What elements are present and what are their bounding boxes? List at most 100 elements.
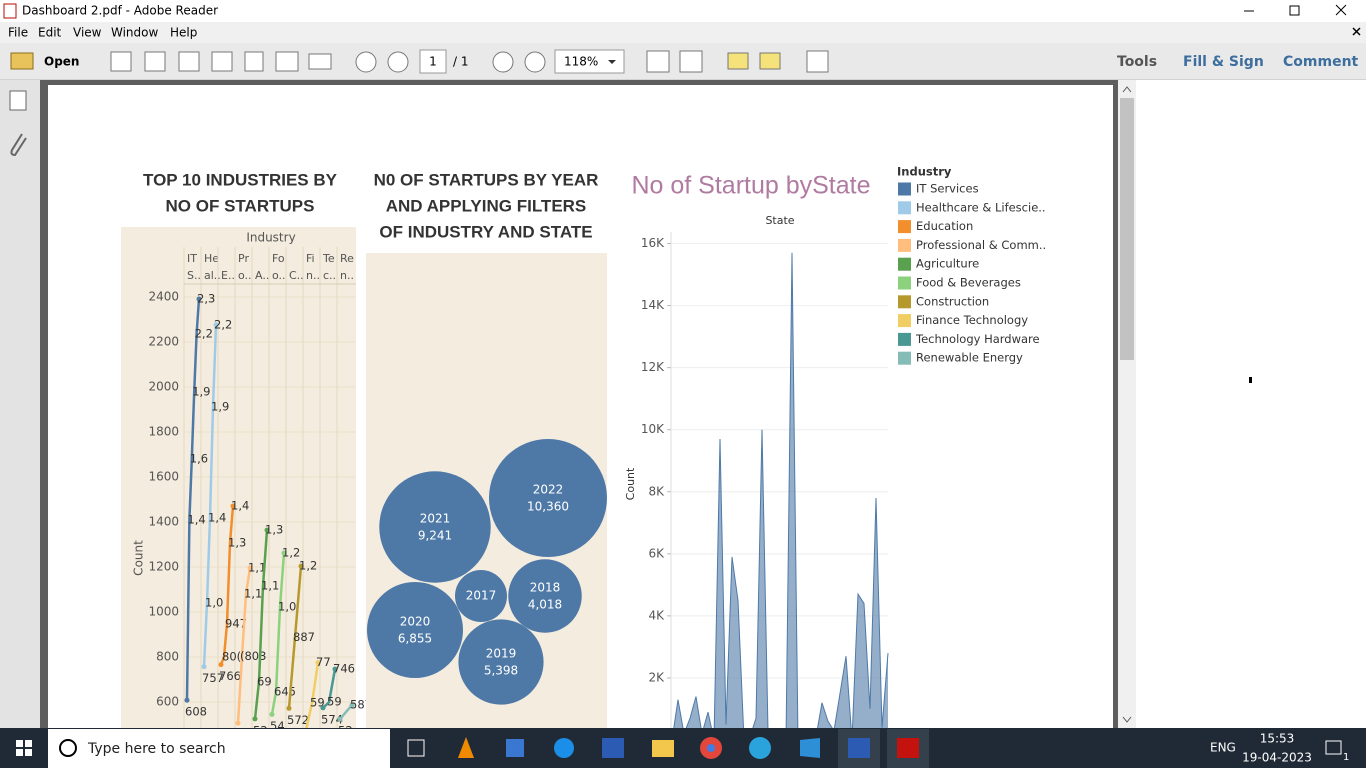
legend-label[interactable]: Education [916, 219, 973, 233]
value-label: 1,6 [190, 452, 208, 466]
panel-tab[interactable]: Tools [1117, 54, 1157, 70]
value-label: 52 [253, 723, 268, 737]
legend-label[interactable]: Food & Beverages [916, 276, 1021, 290]
page-number[interactable]: 1 [429, 55, 437, 69]
menu-item[interactable]: Help [170, 26, 197, 40]
legend-label[interactable]: Construction [916, 294, 989, 308]
app[interactable] [506, 739, 524, 757]
prev-page[interactable] [355, 51, 377, 73]
expand-icon[interactable] [806, 50, 829, 73]
zoom-out[interactable] [492, 51, 514, 73]
app[interactable] [897, 738, 919, 758]
page-input[interactable] [419, 49, 447, 74]
menu-item[interactable]: Edit [38, 26, 62, 40]
legend-label[interactable]: Technology Hardware [915, 332, 1040, 346]
y-tick-label: 600 [156, 695, 179, 709]
open-button[interactable]: Open [44, 55, 79, 69]
cursor [1249, 377, 1252, 383]
value-label: 766 [219, 669, 241, 683]
tool-icon[interactable] [178, 51, 200, 72]
value-label: 506 [236, 728, 258, 742]
value-label: 1,4 [187, 512, 205, 526]
value-label: 1,1 [244, 587, 262, 601]
scroll-arrows[interactable] [1122, 86, 1132, 723]
search-placeholder[interactable]: Type here to search [87, 741, 226, 757]
tool-icon[interactable] [275, 51, 299, 72]
y-tick-label: 16K [641, 236, 665, 250]
clock-time[interactable]: 15:53 [1260, 732, 1295, 746]
pages-icon[interactable] [9, 90, 27, 111]
industry-line [236, 567, 252, 724]
app[interactable] [707, 744, 715, 752]
legend-label[interactable]: Finance Technology [916, 313, 1028, 327]
industry-line [287, 565, 303, 709]
right-pane [1136, 80, 1366, 728]
app[interactable] [749, 737, 771, 759]
panel-tab[interactable]: Comment [1283, 54, 1359, 70]
legend-title: Industry [897, 165, 952, 179]
menu-item[interactable]: View [73, 26, 102, 40]
comment-icon[interactable] [727, 52, 749, 70]
app[interactable] [407, 739, 425, 757]
column-label: c.. [323, 269, 336, 282]
zoom-dropdown[interactable] [608, 60, 616, 64]
legend-label[interactable]: Renewable Energy [916, 351, 1023, 365]
menu-item[interactable]: Window [111, 26, 159, 40]
tool-icon[interactable] [110, 51, 132, 72]
tool-icon[interactable] [308, 53, 332, 70]
line-end-point [349, 702, 355, 708]
industry-line [322, 668, 337, 709]
industry-line [339, 704, 353, 720]
scroll-thumb[interactable] [1120, 98, 1134, 360]
legend-label[interactable]: Healthcare & Lifescie.. [916, 200, 1046, 214]
tool-icon[interactable] [144, 51, 166, 72]
search-box[interactable] [48, 729, 390, 768]
y-tick-label: 800 [156, 650, 179, 664]
app[interactable] [554, 738, 574, 758]
app[interactable] [458, 737, 474, 758]
legend-label[interactable]: Agriculture [916, 257, 979, 271]
value-label: 574 [321, 712, 343, 726]
window-title: Dashboard 2.pdf - Adobe Reader [22, 4, 218, 18]
start-button[interactable] [16, 740, 32, 756]
line-end-point [218, 662, 224, 668]
highlight-icon[interactable] [759, 52, 781, 70]
line-end-point [315, 660, 321, 666]
close[interactable] [1335, 4, 1347, 16]
value-label: 77 [316, 655, 331, 669]
restore[interactable] [1289, 5, 1300, 16]
line-end-point [298, 563, 304, 569]
close-doc[interactable] [1352, 27, 1361, 36]
menu-item[interactable]: File [8, 26, 28, 40]
notifications-icon[interactable] [1325, 740, 1342, 755]
y-tick-label: 2000 [148, 380, 179, 394]
attachments-icon[interactable] [10, 133, 27, 157]
clock-date[interactable]: 19-04-2023 [1242, 751, 1312, 765]
panel-tab[interactable]: Fill & Sign [1183, 54, 1264, 70]
value-label: 947 [225, 616, 247, 630]
tool-icon[interactable] [211, 51, 233, 72]
tool-icon[interactable] [244, 51, 264, 72]
zoom-box[interactable] [554, 49, 625, 74]
tool-icon[interactable] [646, 50, 670, 73]
app[interactable] [800, 738, 820, 758]
zoom-value[interactable]: 118% [564, 55, 598, 69]
legend-label[interactable]: IT Services [916, 182, 979, 196]
open-icon[interactable] [10, 52, 34, 70]
value-label: 1,1 [248, 560, 266, 574]
column-label: al.. [204, 269, 221, 282]
state-area-chart: No of Startup byState State 2K 4K 6K 8K 10K 12K… [624, 172, 889, 728]
language[interactable]: ENG [1210, 741, 1236, 755]
app[interactable] [602, 738, 624, 758]
app[interactable] [652, 740, 674, 757]
tool-icon[interactable] [679, 50, 703, 73]
next-page[interactable] [387, 51, 409, 73]
zoom-in[interactable] [524, 51, 546, 73]
y-axis-label: Count [624, 467, 637, 500]
bubble [367, 582, 463, 678]
app[interactable] [848, 738, 870, 758]
industry-line [305, 662, 320, 728]
industry-line [202, 324, 218, 667]
y-tick-label: 10K [641, 422, 665, 436]
legend-label[interactable]: Professional & Comm.. [916, 238, 1046, 252]
